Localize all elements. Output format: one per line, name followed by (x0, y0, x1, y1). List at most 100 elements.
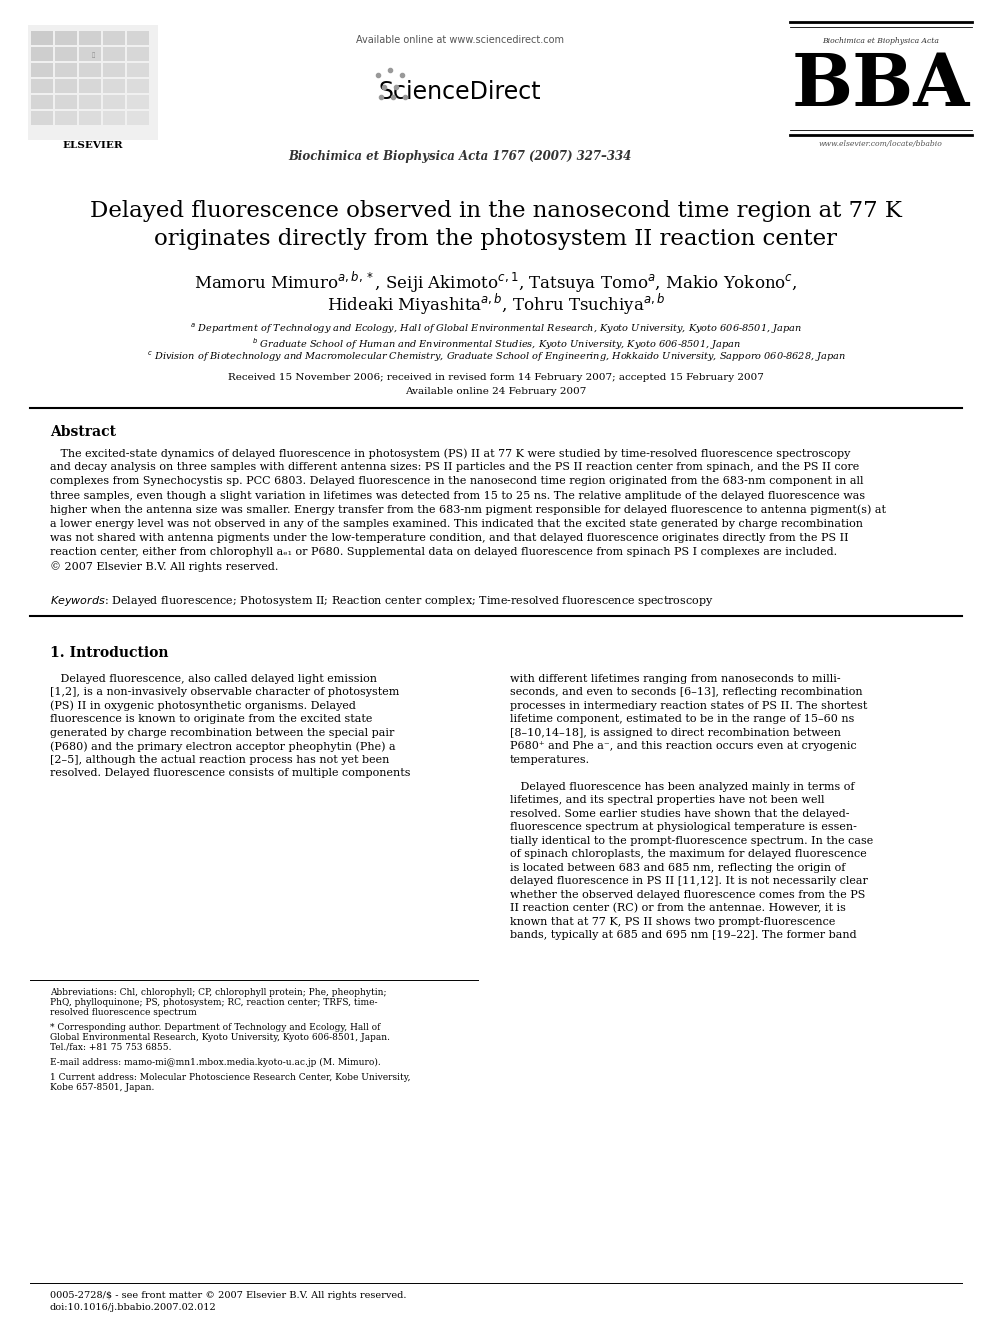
Text: delayed fluorescence in PS II [11,12]. It is not necessarily clear: delayed fluorescence in PS II [11,12]. I… (510, 876, 868, 886)
Bar (103, 48, 125, 61)
Text: www.elsevier.com/locate/bbabio: www.elsevier.com/locate/bbabio (819, 140, 943, 148)
Text: The excited-state dynamics of delayed fluorescence in photosystem (PS) II at 77 : The excited-state dynamics of delayed fl… (50, 448, 850, 459)
Text: generated by charge recombination between the special pair: generated by charge recombination betwee… (50, 728, 395, 738)
Text: whether the observed delayed fluorescence comes from the PS: whether the observed delayed fluorescenc… (510, 890, 865, 900)
Bar (28, 25, 158, 140)
Text: [1,2], is a non-invasively observable character of photosystem: [1,2], is a non-invasively observable ch… (50, 688, 400, 697)
Text: II reaction center (RC) or from the antennae. However, it is: II reaction center (RC) or from the ante… (510, 904, 846, 914)
Text: doi:10.1016/j.bbabio.2007.02.012: doi:10.1016/j.bbabio.2007.02.012 (50, 1303, 216, 1312)
Text: originates directly from the photosystem II reaction center: originates directly from the photosystem… (155, 228, 837, 250)
Text: lifetime component, estimated to be in the range of 15–60 ns: lifetime component, estimated to be in t… (510, 714, 854, 724)
Bar (127, 79, 149, 93)
Text: reaction center, either from chlorophyll aₑ₁ or P680. Supplemental data on delay: reaction center, either from chlorophyll… (50, 548, 837, 557)
Bar (79, 95, 101, 108)
Text: P680⁺ and Phe a⁻, and this reaction occurs even at cryogenic: P680⁺ and Phe a⁻, and this reaction occu… (510, 741, 857, 751)
Text: BBA: BBA (792, 50, 970, 120)
Point (373, 86, 389, 107)
Bar (79, 48, 101, 61)
Bar (103, 79, 125, 93)
Text: Abbreviations: Chl, chlorophyll; CP, chlorophyll protein; Phe, pheophytin;: Abbreviations: Chl, chlorophyll; CP, chl… (50, 988, 387, 998)
Bar (55, 111, 77, 124)
Bar (79, 30, 101, 45)
Text: known that at 77 K, PS II shows two prompt-fluorescence: known that at 77 K, PS II shows two prom… (510, 917, 835, 927)
Bar (79, 79, 101, 93)
Bar (127, 111, 149, 124)
Text: Biochimica et Biophysica Acta: Biochimica et Biophysica Acta (822, 37, 939, 45)
Text: Available online 24 February 2007: Available online 24 February 2007 (406, 388, 586, 396)
Text: with different lifetimes ranging from nanoseconds to milli-: with different lifetimes ranging from na… (510, 673, 840, 684)
Point (388, 77, 404, 98)
Bar (103, 111, 125, 124)
Text: Kobe 657-8501, Japan.: Kobe 657-8501, Japan. (50, 1084, 155, 1091)
Text: 1. Introduction: 1. Introduction (50, 646, 169, 660)
Text: bands, typically at 685 and 695 nm [19–22]. The former band: bands, typically at 685 and 695 nm [19–2… (510, 930, 857, 941)
Text: ELSEVIER: ELSEVIER (62, 140, 123, 149)
Bar (127, 30, 149, 45)
Bar (79, 64, 101, 77)
Point (376, 77, 392, 98)
Bar (55, 95, 77, 108)
Bar (31, 64, 53, 77)
Text: Tel./fax: +81 75 753 6855.: Tel./fax: +81 75 753 6855. (50, 1043, 172, 1052)
Text: resolved. Delayed fluorescence consists of multiple components: resolved. Delayed fluorescence consists … (50, 769, 411, 778)
Bar (55, 79, 77, 93)
Text: Delayed fluorescence observed in the nanosecond time region at 77 K: Delayed fluorescence observed in the nan… (90, 200, 902, 222)
Bar (103, 95, 125, 108)
Bar (127, 48, 149, 61)
Text: $^{a}$ Department of Technology and Ecology, Hall of Global Environmental Resear: $^{a}$ Department of Technology and Ecol… (190, 321, 802, 336)
Bar (79, 111, 101, 124)
Text: * Corresponding author. Department of Technology and Ecology, Hall of: * Corresponding author. Department of Te… (50, 1023, 380, 1032)
Bar (31, 111, 53, 124)
Text: lifetimes, and its spectral properties have not been well: lifetimes, and its spectral properties h… (510, 795, 824, 806)
Text: seconds, and even to seconds [6–13], reflecting recombination: seconds, and even to seconds [6–13], ref… (510, 688, 863, 697)
Text: three samples, even though a slight variation in lifetimes was detected from 15 : three samples, even though a slight vari… (50, 491, 865, 500)
Text: fluorescence spectrum at physiological temperature is essen-: fluorescence spectrum at physiological t… (510, 823, 857, 832)
Bar (55, 64, 77, 77)
Text: a lower energy level was not observed in any of the samples examined. This indic: a lower energy level was not observed in… (50, 519, 863, 529)
Text: $\it{Keywords}$: Delayed fluorescence; Photosystem II; Reaction center complex; : $\it{Keywords}$: Delayed fluorescence; P… (50, 594, 713, 607)
Text: $^{c}$ Division of Biotechnology and Macromolecular Chemistry, Graduate School o: $^{c}$ Division of Biotechnology and Mac… (147, 351, 845, 364)
Point (370, 65, 386, 86)
Text: Abstract: Abstract (50, 425, 116, 439)
Text: E-mail address: mamo-mi@mn1.mbox.media.kyoto-u.ac.jp (M. Mimuro).: E-mail address: mamo-mi@mn1.mbox.media.k… (50, 1058, 381, 1068)
Bar (55, 30, 77, 45)
Text: [2–5], although the actual reaction process has not yet been: [2–5], although the actual reaction proc… (50, 755, 390, 765)
Bar (103, 30, 125, 45)
Text: Global Environmental Research, Kyoto University, Kyoto 606-8501, Japan.: Global Environmental Research, Kyoto Uni… (50, 1033, 390, 1043)
Text: higher when the antenna size was smaller. Energy transfer from the 683-nm pigmen: higher when the antenna size was smaller… (50, 505, 886, 516)
Bar (31, 95, 53, 108)
Bar (127, 95, 149, 108)
Text: is located between 683 and 685 nm, reflecting the origin of: is located between 683 and 685 nm, refle… (510, 863, 845, 873)
Text: resolved. Some earlier studies have shown that the delayed-: resolved. Some earlier studies have show… (510, 808, 849, 819)
Bar (55, 48, 77, 61)
Text: 0005-2728/$ - see front matter © 2007 Elsevier B.V. All rights reserved.: 0005-2728/$ - see front matter © 2007 El… (50, 1291, 407, 1301)
Text: tially identical to the prompt-fluorescence spectrum. In the case: tially identical to the prompt-fluoresce… (510, 836, 873, 845)
Text: (PS) II in oxygenic photosynthetic organisms. Delayed: (PS) II in oxygenic photosynthetic organ… (50, 701, 356, 712)
Text: $^{b}$ Graduate School of Human and Environmental Studies, Kyoto University, Kyo: $^{b}$ Graduate School of Human and Envi… (252, 336, 740, 352)
Text: ⬛: ⬛ (91, 52, 94, 58)
Text: fluorescence is known to originate from the excited state: fluorescence is known to originate from … (50, 714, 372, 724)
Bar (103, 64, 125, 77)
Text: was not shared with antenna pigments under the low-temperature condition, and th: was not shared with antenna pigments und… (50, 533, 848, 544)
Bar (31, 48, 53, 61)
Text: processes in intermediary reaction states of PS II. The shortest: processes in intermediary reaction state… (510, 701, 867, 710)
Text: Hideaki Miyashita$^{a,b}$, Tohru Tsuchiya$^{a,b}$: Hideaki Miyashita$^{a,b}$, Tohru Tsuchiy… (327, 292, 665, 318)
Text: Mamoru Mimuro$^{a,b,*}$, Seiji Akimoto$^{c,1}$, Tatsuya Tomo$^{a}$, Makio Yokono: Mamoru Mimuro$^{a,b,*}$, Seiji Akimoto$^… (194, 270, 798, 295)
Text: PhQ, phylloquinone; PS, photosystem; RC, reaction center; TRFS, time-: PhQ, phylloquinone; PS, photosystem; RC,… (50, 998, 378, 1007)
Bar (127, 64, 149, 77)
Text: (P680) and the primary electron acceptor pheophytin (Phe) a: (P680) and the primary electron acceptor… (50, 741, 396, 751)
Text: of spinach chloroplasts, the maximum for delayed fluorescence: of spinach chloroplasts, the maximum for… (510, 849, 867, 860)
Point (397, 86, 413, 107)
Text: Available online at www.sciencedirect.com: Available online at www.sciencedirect.co… (356, 34, 564, 45)
Point (394, 65, 410, 86)
Point (385, 86, 401, 107)
Text: Delayed fluorescence has been analyzed mainly in terms of: Delayed fluorescence has been analyzed m… (510, 782, 854, 791)
Text: © 2007 Elsevier B.V. All rights reserved.: © 2007 Elsevier B.V. All rights reserved… (50, 561, 279, 573)
Bar (31, 30, 53, 45)
Text: ScienceDirect: ScienceDirect (379, 79, 542, 105)
Text: complexes from Synechocystis sp. PCC 6803. Delayed fluorescence in the nanosecon: complexes from Synechocystis sp. PCC 680… (50, 476, 863, 487)
Text: [8–10,14–18], is assigned to direct recombination between: [8–10,14–18], is assigned to direct reco… (510, 728, 841, 738)
Text: Delayed fluorescence, also called delayed light emission: Delayed fluorescence, also called delaye… (50, 673, 377, 684)
Text: and decay analysis on three samples with different antenna sizes: PS II particle: and decay analysis on three samples with… (50, 462, 859, 472)
Text: temperatures.: temperatures. (510, 755, 590, 765)
